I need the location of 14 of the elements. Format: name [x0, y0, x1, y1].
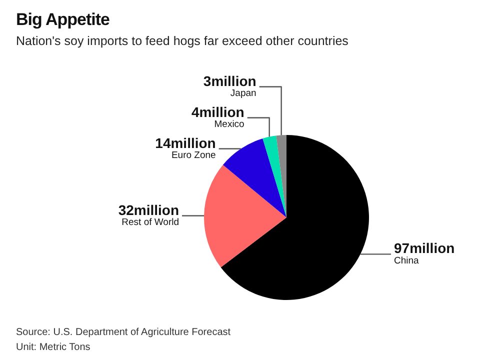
chart-title: Big Appetite [16, 10, 110, 30]
data-label: 14million [155, 134, 216, 151]
text: Unit: Metric Tons [16, 341, 92, 355]
data-label: 32million [118, 202, 180, 218]
slice-label: Japan [230, 88, 256, 100]
data-label: 3million [203, 72, 256, 89]
slice-label: Euro Zone [171, 150, 216, 162]
data-label: 4million [191, 104, 244, 120]
chart-subtitle: Nation's soy imports to feed hogs far exceed other countries [16, 34, 348, 48]
data-label: 97million [394, 240, 455, 256]
slice-label: Mexico [214, 119, 244, 130]
source-note: Source: U.S. Department of Agriculture Forecast [16, 326, 231, 340]
slice-label: Rest of World [122, 217, 180, 228]
slice-label: China [394, 256, 420, 267]
